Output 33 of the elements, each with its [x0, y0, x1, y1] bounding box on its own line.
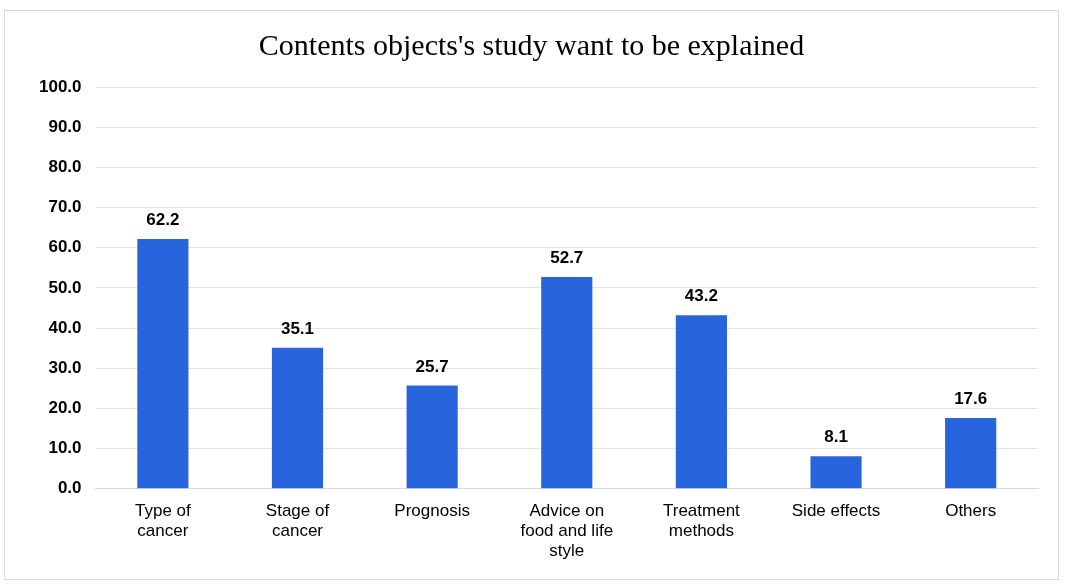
data-label: 25.7	[415, 356, 449, 376]
x-tick-label: Stage of cancer	[265, 500, 330, 541]
y-tick-label: 10.0	[48, 438, 82, 458]
bar	[406, 385, 458, 489]
x-tick-label: Advice on food and life style	[520, 500, 614, 561]
data-label: 52.7	[550, 248, 584, 268]
bar	[810, 456, 862, 489]
y-tick-label: 50.0	[48, 277, 82, 297]
data-label: 17.6	[954, 389, 988, 409]
data-label: 8.1	[824, 427, 848, 447]
y-tick-label: 30.0	[48, 357, 82, 377]
x-tick-label: Side effects	[791, 500, 881, 520]
x-tick-label: Prognosis	[394, 500, 470, 520]
chart-title: Contents objects's study want to be explained	[258, 27, 805, 61]
data-label: 43.2	[684, 286, 718, 306]
data-label: 35.1	[280, 318, 315, 338]
bar	[945, 418, 997, 489]
data-label: 62.2	[146, 210, 180, 230]
x-tick-label: Treatment methods	[662, 500, 741, 541]
x-tick-label: Type of cancer	[134, 500, 192, 541]
y-tick-label: 0.0	[57, 478, 82, 498]
y-tick-label: 70.0	[48, 197, 82, 217]
bar	[541, 277, 593, 489]
y-tick-label: 40.0	[48, 317, 82, 337]
y-tick-label: 60.0	[48, 237, 82, 257]
y-tick-label: 100.0	[38, 76, 82, 96]
y-tick-label: 80.0	[48, 157, 82, 177]
y-tick-label: 20.0	[48, 398, 82, 418]
bar	[137, 238, 189, 489]
bar	[271, 347, 324, 489]
bar	[675, 315, 727, 489]
y-tick-label: 90.0	[48, 116, 82, 136]
x-tick-label: Others	[945, 500, 997, 520]
